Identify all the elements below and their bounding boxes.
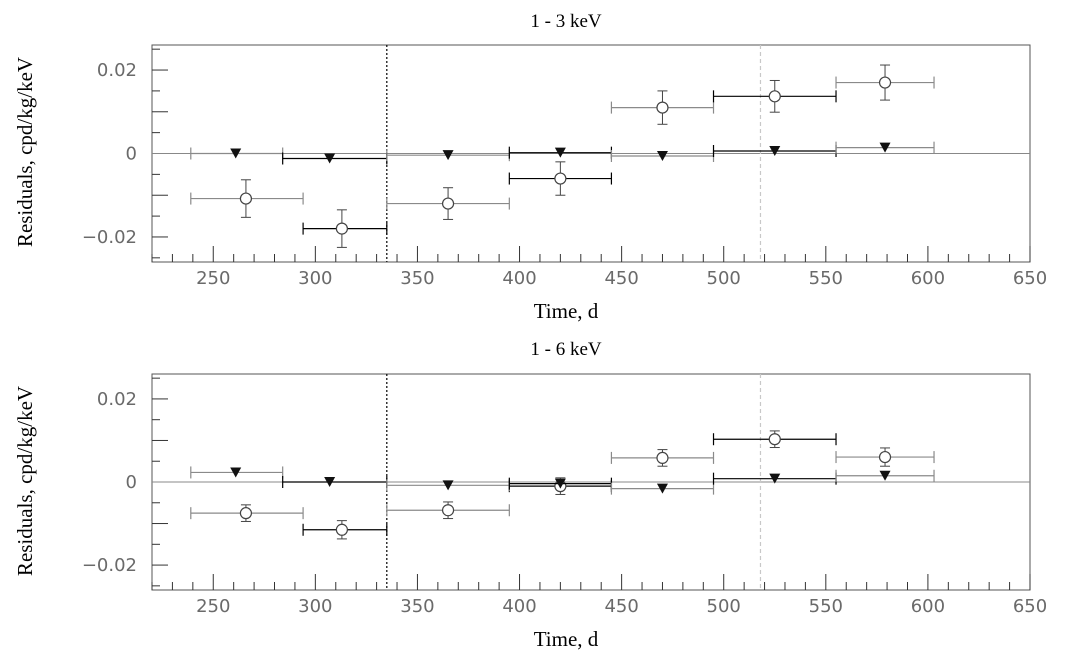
data-point-circle bbox=[768, 90, 781, 103]
data-point-triangle bbox=[879, 142, 891, 153]
x-tick-label: 300 bbox=[298, 268, 332, 289]
chart-title: 1 - 3 keV bbox=[530, 11, 602, 32]
data-point-triangle bbox=[656, 151, 668, 162]
data-point-triangle bbox=[656, 483, 668, 494]
x-tick-label: 650 bbox=[1013, 268, 1047, 289]
x-tick-label: 350 bbox=[400, 268, 434, 289]
chart-panel-1-3kev: 1 - 3 keV 250 300 350 400 450 500 550 600 650 0.0… bbox=[13, 11, 1047, 323]
x-tick-label: 450 bbox=[604, 596, 638, 617]
data-point-circle bbox=[768, 433, 781, 446]
y-axis-title: Residuals, cpd/kg/keV bbox=[13, 57, 37, 247]
data-point-triangle bbox=[324, 477, 336, 487]
x-tick-label: 600 bbox=[911, 268, 945, 289]
data-point-triangle bbox=[324, 153, 336, 164]
data-marks bbox=[190, 64, 935, 248]
data-point-circle bbox=[554, 172, 567, 185]
y-tick-label: −0.02 bbox=[82, 227, 137, 248]
chart-title: 1 - 6 keV bbox=[530, 339, 602, 360]
data-point-circle bbox=[239, 192, 253, 205]
x-tick-label: 500 bbox=[707, 268, 741, 289]
data-point-triangle bbox=[230, 148, 242, 159]
x-tick-label: 550 bbox=[809, 596, 843, 617]
data-point-circle bbox=[239, 507, 253, 520]
data-point-circle bbox=[335, 222, 348, 235]
y-tick-label: 0 bbox=[126, 144, 137, 165]
x-tick-label: 450 bbox=[604, 268, 638, 289]
x-tick-label: 600 bbox=[911, 596, 945, 617]
y-axis-title: Residuals, cpd/kg/keV bbox=[13, 386, 37, 576]
x-tick-label: 400 bbox=[502, 268, 536, 289]
data-point-circle bbox=[878, 450, 892, 464]
x-tick-label: 550 bbox=[809, 268, 843, 289]
data-point-circle bbox=[656, 101, 669, 114]
data-point-circle bbox=[441, 197, 455, 210]
x-tick-label: 300 bbox=[298, 596, 332, 617]
data-point-triangle bbox=[230, 467, 242, 478]
data-point-triangle bbox=[442, 480, 454, 491]
data-point-triangle bbox=[769, 145, 781, 156]
x-axis-title: Time, d bbox=[534, 299, 599, 323]
data-point-circle bbox=[441, 504, 455, 517]
x-tick-label: 400 bbox=[502, 596, 536, 617]
data-marks bbox=[190, 430, 935, 540]
data-point-triangle bbox=[554, 478, 566, 489]
y-tick-label: 0 bbox=[126, 472, 137, 493]
y-tick-label: −0.02 bbox=[82, 555, 137, 576]
x-tick-label: 650 bbox=[1013, 596, 1047, 617]
data-point-triangle bbox=[769, 473, 781, 484]
data-point-triangle bbox=[554, 147, 566, 158]
x-tick-label: 500 bbox=[707, 596, 741, 617]
data-point-triangle bbox=[879, 470, 891, 481]
y-tick-label: 0.02 bbox=[97, 389, 137, 410]
y-tick-label: 0.02 bbox=[97, 60, 137, 81]
axis-ticks: 250 300 350 400 450 500 550 600 650 0.02 0 −0.02 bbox=[82, 48, 1047, 289]
x-tick-label: 350 bbox=[400, 596, 434, 617]
x-tick-label: 250 bbox=[196, 268, 230, 289]
data-point-circle bbox=[878, 76, 892, 89]
data-point-circle bbox=[335, 523, 348, 536]
data-point-triangle bbox=[442, 150, 454, 161]
data-point-circle bbox=[656, 451, 669, 465]
x-tick-label: 250 bbox=[196, 596, 230, 617]
chart-panel-1-6kev: 1 - 6 keV 250 300 350 400 450 500 550 600 650 0.0… bbox=[13, 339, 1047, 651]
axis-ticks: 250 300 350 400 450 500 550 600 650 0.02 0 −0.02 bbox=[82, 377, 1047, 617]
reference-lines bbox=[152, 45, 1030, 262]
x-axis-title: Time, d bbox=[534, 627, 599, 651]
